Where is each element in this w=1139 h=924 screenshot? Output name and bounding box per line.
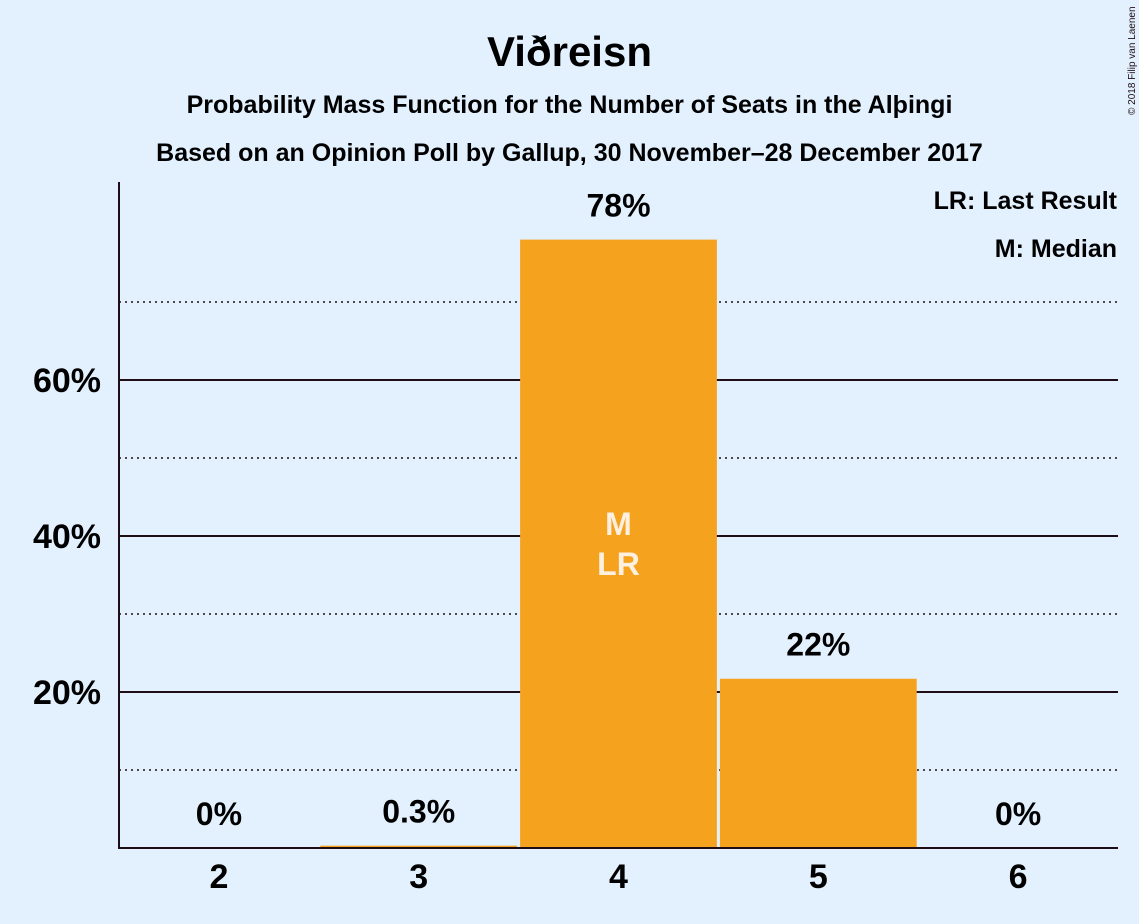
x-tick-label: 6 — [1009, 858, 1028, 896]
data-label-seats-2: 0% — [196, 796, 242, 832]
bar-annotation-m: M — [605, 506, 632, 542]
data-label-seats-6: 0% — [995, 796, 1041, 832]
chart-subtitle-line-2: Based on an Opinion Poll by Gallup, 30 N… — [156, 139, 983, 167]
y-tick-label: 40% — [33, 518, 101, 556]
legend-entry-last-result: LR: Last Result — [934, 187, 1118, 215]
bars — [320, 239, 917, 849]
labels: 20% 40% 60% 0% 2 0.3% 3 78% 4 22% 5 0% 6 M LR — [33, 188, 1041, 896]
bar-seats-3 — [320, 845, 518, 848]
x-tick-label: 5 — [809, 858, 828, 896]
x-tick-label: 2 — [209, 858, 228, 896]
chart-title: Viðreisn — [487, 28, 652, 75]
y-tick-label: 60% — [33, 362, 101, 400]
x-tick-label: 4 — [609, 858, 628, 896]
bar-seats-5 — [719, 678, 917, 848]
y-tick-label: 20% — [33, 674, 101, 712]
data-label-seats-4: 78% — [586, 188, 650, 224]
data-label-seats-3: 0.3% — [382, 794, 455, 830]
x-tick-label: 3 — [409, 858, 428, 896]
axes — [118, 182, 1118, 849]
data-label-seats-5: 22% — [786, 627, 850, 663]
chart-subtitle-line-1: Probability Mass Function for the Number… — [187, 91, 953, 119]
legend-entry-median: M: Median — [995, 235, 1117, 263]
bar-annotation-lr: LR — [597, 546, 640, 582]
bar-seats-4 — [520, 239, 717, 849]
copyright-text: © 2018 Filip van Laenen — [1127, 6, 1138, 115]
